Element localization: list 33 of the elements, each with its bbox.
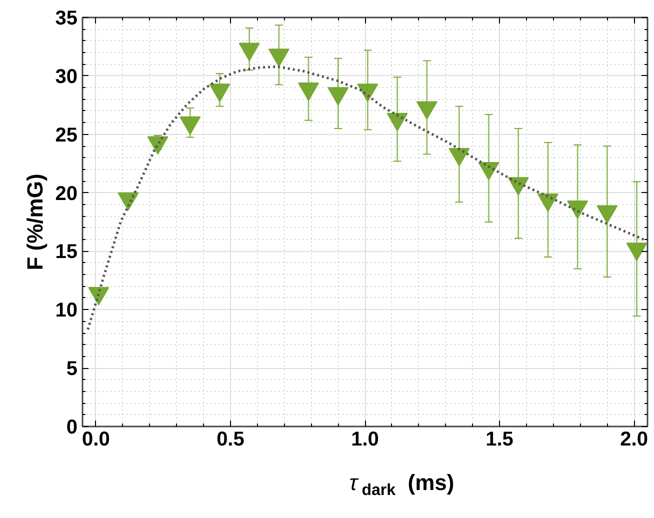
point (147, 136, 168, 155)
x-tick-label: 0.0 (82, 428, 110, 450)
point (298, 82, 319, 101)
y-tick-label: 25 (55, 124, 78, 146)
point (596, 205, 618, 224)
point (626, 242, 648, 261)
point (88, 287, 110, 306)
y-tick-label: 10 (55, 300, 78, 322)
point (567, 200, 588, 219)
x-tick-label: 1.5 (486, 428, 514, 450)
y-tick-label: 5 (66, 358, 78, 380)
point (180, 116, 201, 135)
point (268, 48, 290, 67)
point (416, 101, 438, 120)
y-tick-label: 20 (55, 182, 78, 205)
point (357, 84, 378, 102)
point (328, 87, 349, 106)
point (537, 194, 558, 212)
point (118, 192, 139, 211)
y-tick-label: 15 (55, 241, 78, 264)
x-tick-label: 2.0 (620, 428, 648, 450)
x-tick-label: 0.5 (216, 428, 244, 450)
point (238, 42, 260, 62)
point (386, 112, 408, 132)
x-tick-label: 1.0 (351, 428, 379, 450)
point (508, 177, 529, 196)
y-tick-label: 0 (66, 416, 78, 438)
y-tick-label: 30 (55, 66, 78, 88)
y-axis-title: F (%/mG) (22, 174, 48, 270)
point (478, 162, 500, 180)
point (209, 84, 230, 102)
y-tick-label: 35 (55, 8, 78, 30)
point (448, 148, 470, 166)
